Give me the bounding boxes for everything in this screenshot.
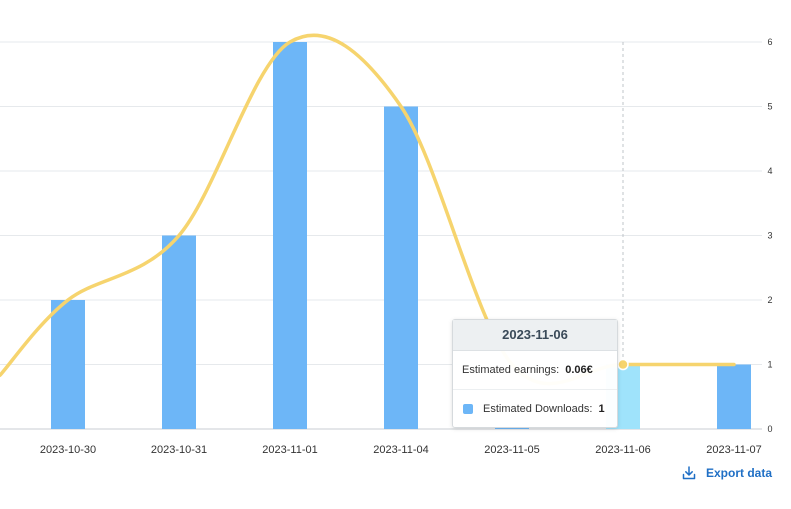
earnings-path	[0, 33, 736, 386]
y-tick-6: 6	[767, 37, 772, 47]
tooltip-earnings-label: Estimated earnings:	[462, 364, 560, 376]
x-tick-2023-10-30: 2023-10-30	[40, 444, 96, 456]
bar-2023-11-01	[273, 42, 307, 429]
tooltip-downloads-label: Estimated Downloads:	[483, 403, 593, 415]
tooltip-earnings-value: 0.06€	[565, 364, 593, 376]
x-tick-2023-11-04: 2023-11-04	[373, 444, 428, 456]
export-data-button[interactable]: Export data	[682, 466, 772, 480]
y-tick-1: 1	[767, 360, 772, 370]
x-tick-2023-10-31: 2023-10-31	[151, 444, 207, 456]
bar-2023-11-07	[717, 364, 751, 429]
y-tick-4: 4	[767, 166, 772, 176]
x-tick-2023-11-05: 2023-11-05	[484, 444, 539, 456]
download-icon	[682, 466, 696, 480]
y-tick-5: 5	[767, 102, 772, 112]
x-tick-2023-11-07: 2023-11-07	[706, 444, 761, 456]
bar-2023-11-04	[384, 106, 418, 429]
tooltip-downloads-swatch	[463, 404, 473, 414]
bar-2023-10-31	[162, 235, 196, 429]
x-tick-2023-11-06: 2023-11-06	[595, 444, 650, 456]
grid-lines	[0, 41, 762, 430]
tooltip-downloads-value: 1	[598, 403, 605, 415]
tooltip-downloads-row: Estimated Downloads: 1	[453, 389, 617, 428]
y-tick-0: 0	[767, 424, 772, 434]
tooltip-earnings-row: Estimated earnings: 0.06€	[453, 351, 617, 389]
earnings-point-2023-11-06	[617, 358, 629, 371]
y-axis: 0 1 2 3 4 5 6	[767, 37, 772, 434]
export-data-label: Export data	[706, 466, 773, 480]
bars	[51, 42, 751, 429]
y-tick-3: 3	[767, 231, 772, 241]
tooltip-date: 2023-11-06	[453, 320, 617, 351]
x-tick-2023-11-01: 2023-11-01	[262, 444, 317, 456]
earnings-line	[0, 33, 736, 386]
bar-2023-11-05	[495, 427, 529, 429]
tooltip: 2023-11-06 Estimated earnings: 0.06€ Est…	[452, 319, 618, 428]
y-tick-2: 2	[767, 295, 772, 305]
bar-2023-10-30	[51, 300, 85, 429]
x-axis: 2023-10-30 2023-10-31 2023-11-01 2023-11-04…	[40, 444, 762, 456]
